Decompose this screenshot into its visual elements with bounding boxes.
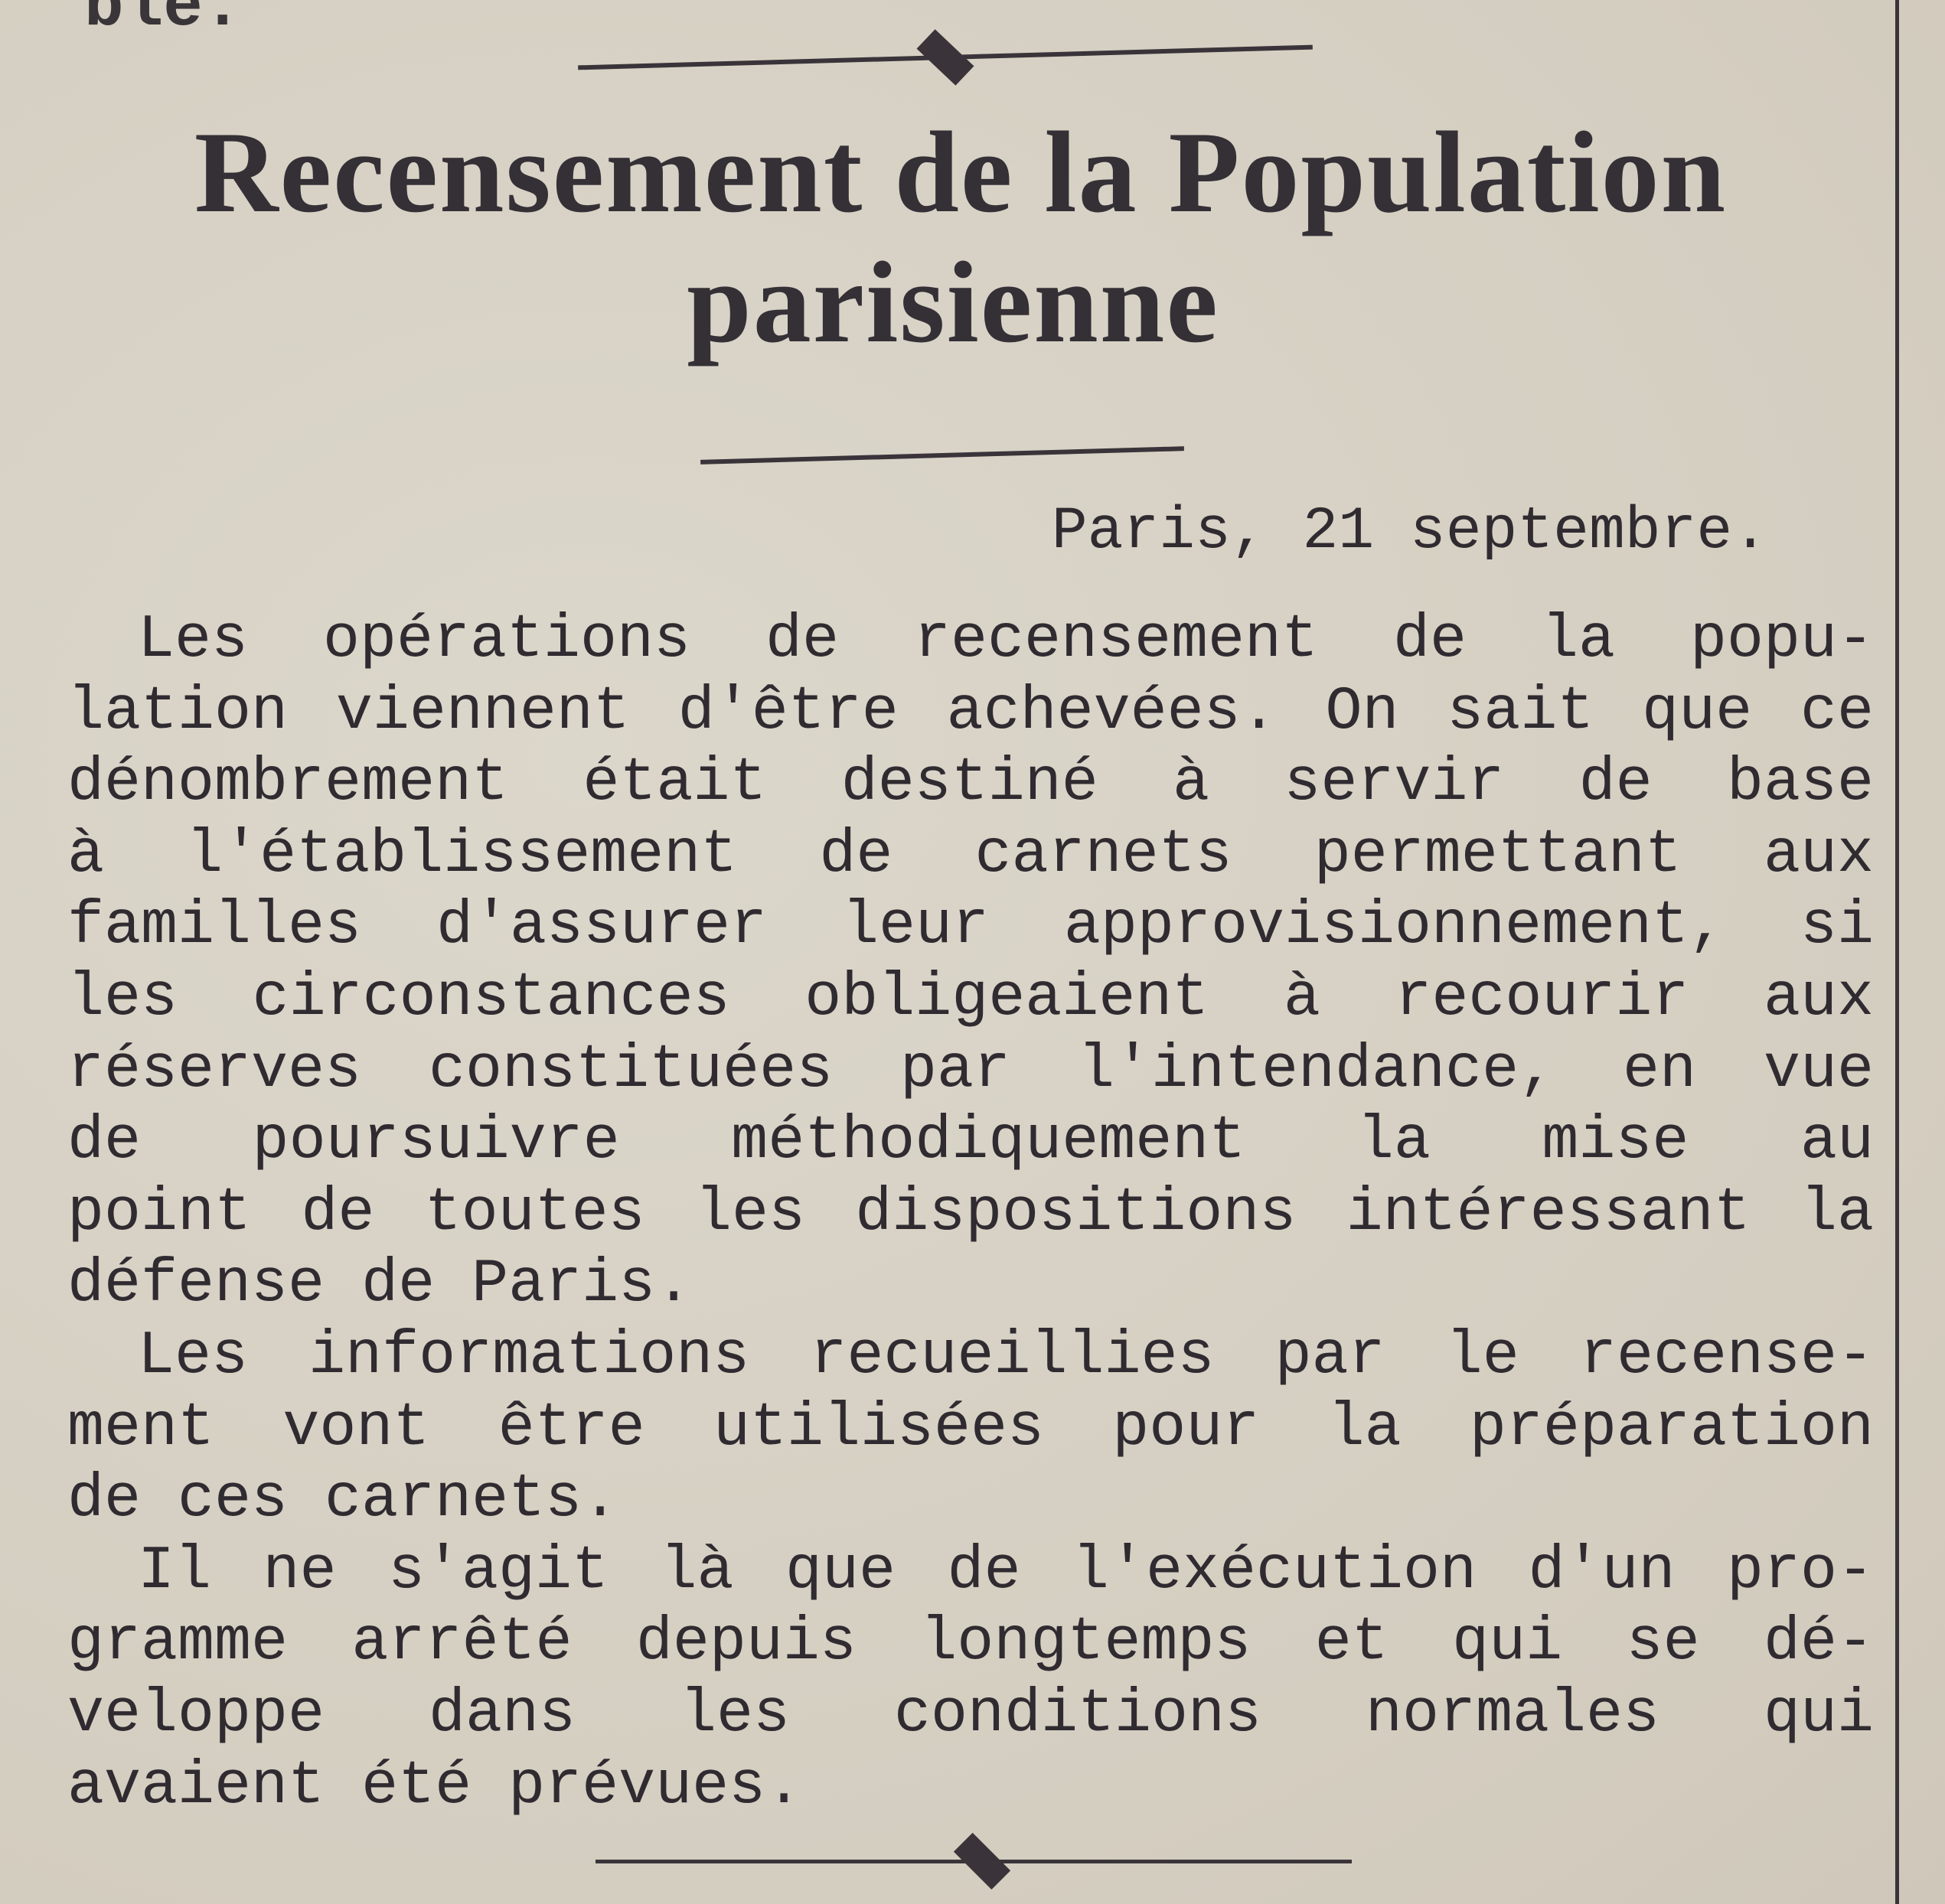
article-line: veloppe dans les conditions normales qui	[67, 1679, 1874, 1749]
article-line: défense de Paris.	[67, 1250, 693, 1320]
article-line: ment vont être utilisées pour la prépara…	[67, 1393, 1874, 1463]
ornament-diamond	[916, 29, 974, 86]
headline-line: Recensement de la Population	[194, 108, 1728, 236]
dateline: Paris, 21 septembre.	[1051, 498, 1768, 566]
article-body: Les opérations de recensement de la popu…	[67, 605, 1874, 1822]
article-line: de poursuivre méthodiquement la mise au	[67, 1107, 1874, 1177]
top-ornament-rule	[578, 29, 1313, 86]
article-line: à l'établissement de carnets permettant …	[67, 820, 1874, 890]
headline-rule	[700, 446, 1184, 465]
article-line: lation viennent d'être achevées. On sait…	[67, 677, 1874, 747]
article-line: les circonstances obligeaient à recourir…	[67, 963, 1874, 1033]
article-line: réserves constituées par l'intendance, e…	[67, 1035, 1874, 1105]
article-line: Les informations recueillies par le rece…	[138, 1321, 1874, 1391]
previous-article-continuation: ble.	[84, 0, 243, 44]
article-line: familles d'assurer leur approvisionnemen…	[67, 892, 1874, 962]
article-line: gramme arrêté depuis longtemps et qui se…	[67, 1608, 1874, 1678]
article-line: Il ne s'agit là que de l'exécution d'un …	[138, 1536, 1874, 1606]
ornament-diamond	[953, 1832, 1011, 1890]
headline-line: parisienne	[687, 238, 1219, 367]
article-line: point de toutes les dispositions intéres…	[67, 1178, 1874, 1248]
article-line: avaient été prévues.	[67, 1751, 803, 1821]
column-rule	[1895, 0, 1899, 1904]
article-line: de ces carnets.	[67, 1465, 619, 1535]
headline: Recensement de la Population parisienne	[107, 107, 1814, 367]
article-line: dénombrement était destiné à servir de b…	[67, 748, 1874, 819]
bottom-ornament-rule	[596, 1832, 1352, 1890]
article-line: Les opérations de recensement de la popu…	[138, 605, 1874, 675]
